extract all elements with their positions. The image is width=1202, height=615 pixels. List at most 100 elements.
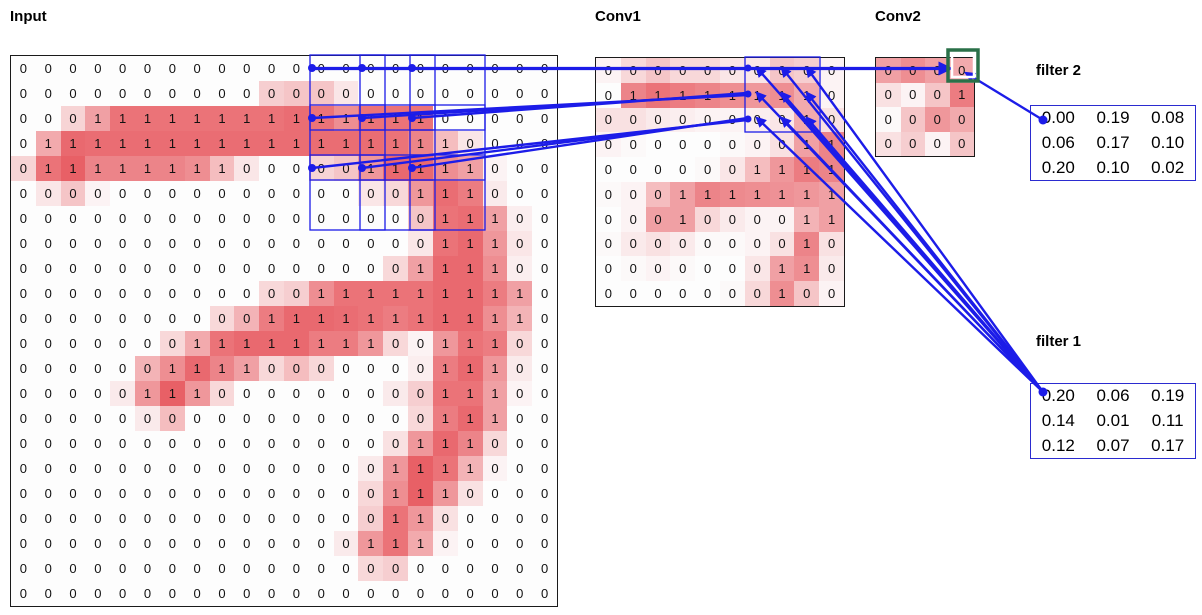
grid-cell: 1 xyxy=(457,256,483,281)
grid-cell: 0 xyxy=(482,156,508,181)
grid-cell: 1 xyxy=(308,306,334,331)
grid-cell: 0 xyxy=(119,186,127,201)
grid-cell: 0 xyxy=(69,586,77,601)
grid-cell: 1 xyxy=(159,131,185,156)
grid-cell: 0 xyxy=(466,561,474,576)
grid-cell: 0 xyxy=(466,86,474,101)
grid-cell: 0 xyxy=(143,311,152,326)
grid-cell: 0 xyxy=(317,461,325,476)
grid-cell: 0 xyxy=(769,206,795,232)
grid-cell: 0 xyxy=(540,411,549,426)
grid-cell: 0 xyxy=(44,286,52,301)
grid-cell: 1 xyxy=(457,456,483,481)
grid-cell: 0 xyxy=(267,61,276,76)
grid-cell: 1 xyxy=(159,106,185,131)
grid-cell: 0 xyxy=(645,181,671,207)
grid-cell: 0 xyxy=(629,286,637,302)
filter-value: 0.10 xyxy=(1096,157,1130,177)
grid-cell: 0 xyxy=(392,586,400,601)
grid-cell: 1 xyxy=(744,157,770,182)
grid-cell: 0 xyxy=(69,336,77,351)
grid-cell: 0 xyxy=(19,436,28,451)
grid-cell: 0 xyxy=(540,286,549,301)
grid-cell: 0 xyxy=(719,206,745,232)
grid-cell: 0 xyxy=(540,261,549,276)
grid-cell: 0 xyxy=(367,386,375,401)
filter-value: 0.00 xyxy=(1041,108,1075,128)
grid-cell: 1 xyxy=(209,331,235,356)
grid-cell: 0 xyxy=(516,511,524,526)
grid-cell: 1 xyxy=(234,331,260,356)
grid-cell: 0 xyxy=(168,311,176,326)
grid-cell: 0 xyxy=(243,61,251,76)
grid-cell: 1 xyxy=(670,206,696,232)
grid-cell: 0 xyxy=(925,131,950,156)
grid-cell: 0 xyxy=(342,61,350,76)
filter-1-matrix: 0.20 0.06 0.19 0.14 0.01 0.11 0.12 0.07 0.17 xyxy=(1030,383,1196,459)
grid-cell: 0 xyxy=(408,406,433,431)
grid-cell: 1 xyxy=(457,206,483,231)
grid-cell: 1 xyxy=(769,82,795,108)
grid-cell: 1 xyxy=(769,256,795,282)
grid-cell: 0 xyxy=(193,561,201,576)
grid-cell: 1 xyxy=(794,82,820,108)
grid-cell: 0 xyxy=(218,286,226,301)
grid-cell: 0 xyxy=(94,336,102,351)
grid-cell: 0 xyxy=(218,436,226,451)
grid-cell: 0 xyxy=(925,58,950,83)
grid-cell: 0 xyxy=(629,261,637,277)
grid-cell: 0 xyxy=(267,436,276,451)
grid-cell: 0 xyxy=(432,506,458,531)
grid-cell: 0 xyxy=(193,511,201,526)
grid-cell: 0 xyxy=(292,486,301,501)
grid-cell: 0 xyxy=(44,211,52,226)
grid-cell: 0 xyxy=(358,556,384,581)
grid-cell: 0 xyxy=(744,132,770,158)
grid-cell: 0 xyxy=(292,586,301,601)
grid-cell: 1 xyxy=(695,82,720,108)
grid-cell: 1 xyxy=(408,481,433,506)
grid-cell: 0 xyxy=(143,486,152,501)
grid-cell: 1 xyxy=(482,231,508,256)
grid-cell: 0 xyxy=(383,381,409,406)
grid-cell: 0 xyxy=(119,536,127,551)
grid-cell: 1 xyxy=(432,231,458,256)
grid-cell: 0 xyxy=(193,486,201,501)
grid-cell: 1 xyxy=(719,181,745,207)
grid-cell: 0 xyxy=(19,586,28,601)
grid-cell: 1 xyxy=(819,132,844,158)
grid-cell: 0 xyxy=(482,431,508,456)
grid-cell: 1 xyxy=(432,181,458,206)
grid-cell: 0 xyxy=(317,261,325,276)
grid-cell: 0 xyxy=(94,536,102,551)
grid-cell: 0 xyxy=(143,561,152,576)
grid-cell: 0 xyxy=(308,156,334,181)
grid-cell: 0 xyxy=(243,261,251,276)
grid-cell: 0 xyxy=(540,386,549,401)
grid-cell: 0 xyxy=(218,461,226,476)
grid-cell: 1 xyxy=(432,206,458,231)
grid-cell: 0 xyxy=(44,486,52,501)
grid-cell: 0 xyxy=(482,181,508,206)
grid-cell: 0 xyxy=(259,81,284,106)
grid-cell: 0 xyxy=(604,236,613,252)
grid-cell: 1 xyxy=(209,356,235,381)
grid-cell: 0 xyxy=(44,236,52,251)
grid-cell: 0 xyxy=(540,86,549,101)
grid-cell: 0 xyxy=(367,61,375,76)
grid-cell: 0 xyxy=(143,86,152,101)
grid-cell: 1 xyxy=(744,82,770,108)
grid-cell: 1 xyxy=(358,156,384,181)
grid-cell: 1 xyxy=(457,181,483,206)
grid-cell: 0 xyxy=(267,211,276,226)
grid-cell: 0 xyxy=(119,411,127,426)
grid-cell: 0 xyxy=(317,511,325,526)
grid-cell: 1 xyxy=(184,381,210,406)
grid-cell: 1 xyxy=(482,306,508,331)
grid-cell: 1 xyxy=(432,281,458,306)
grid-cell: 0 xyxy=(679,286,687,302)
grid-cell: 0 xyxy=(218,186,226,201)
grid-cell: 0 xyxy=(292,186,301,201)
grid-cell: 1 xyxy=(234,356,260,381)
